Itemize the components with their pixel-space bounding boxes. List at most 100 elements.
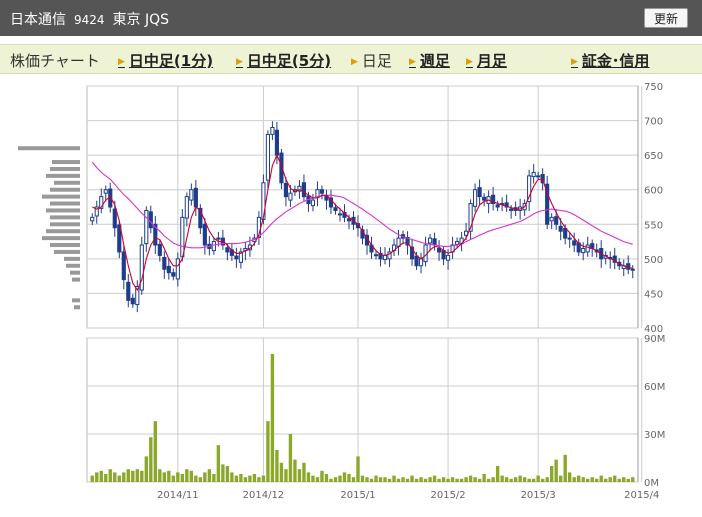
nav-intraday-5min[interactable]: ▶ 日中足(5分) <box>236 50 331 71</box>
candle-body <box>450 244 455 253</box>
volume-bar <box>441 477 446 482</box>
moving-average-long-line <box>91 161 633 249</box>
volume-bar <box>135 469 139 482</box>
volume-bar <box>626 478 630 482</box>
nav-intraday-5min-label: 日中足(5分) <box>246 52 332 70</box>
market-name: 東京 JQS <box>112 12 170 28</box>
volume-bar <box>586 478 590 482</box>
candle-body <box>540 174 545 184</box>
candle-body <box>387 251 392 260</box>
candle-body <box>175 258 180 280</box>
volume-bar <box>126 469 130 482</box>
volume-bar <box>225 466 230 482</box>
volume-tick-label: 60M <box>644 382 665 393</box>
x-tick-label: 2014/12 <box>243 490 285 501</box>
candle-body <box>130 297 135 305</box>
volume-bar <box>284 469 288 482</box>
volume-bar <box>338 475 342 482</box>
volume-bar <box>486 478 491 482</box>
volume-profile-bar <box>54 249 80 254</box>
volume-bar <box>248 475 252 482</box>
volume-bar <box>320 470 324 482</box>
volume-bar <box>554 459 558 482</box>
volume-bar <box>387 478 392 482</box>
volume-bar <box>482 474 486 482</box>
candle-body <box>436 247 442 253</box>
candle-body <box>274 129 279 156</box>
candle-body <box>455 241 460 245</box>
volume-bar <box>176 472 180 482</box>
volume-bar <box>189 470 194 482</box>
candle-body <box>567 237 572 240</box>
volume-bar <box>261 475 266 482</box>
volume-bar <box>117 475 121 482</box>
volume-bar <box>504 477 509 482</box>
volume-bar <box>239 474 243 482</box>
candle-body <box>94 206 99 217</box>
volume-bar <box>333 477 338 482</box>
candle-body <box>216 237 221 240</box>
volume-bar <box>329 478 333 482</box>
volume-bar <box>558 475 563 482</box>
candle-body <box>189 189 194 201</box>
candle-body <box>211 241 216 252</box>
volume-bar <box>230 472 234 482</box>
volume-bar <box>203 472 207 482</box>
candle-body <box>527 175 532 202</box>
volume-bar <box>464 477 468 482</box>
candle-body <box>279 152 284 184</box>
candle-body <box>288 192 293 201</box>
candle-body <box>153 223 158 246</box>
nav-intraday-1min-label: 日中足(1分) <box>128 52 214 70</box>
volume-profile-bar <box>54 180 80 185</box>
candle-body <box>157 243 162 256</box>
volume-bar <box>198 477 203 482</box>
candle-body <box>351 216 356 225</box>
candle-body <box>531 171 536 178</box>
candle-body <box>103 189 108 194</box>
volume-bar <box>324 474 329 482</box>
nav-margin-credit[interactable]: ▶ 証金･信用 <box>571 50 649 71</box>
candle-body <box>306 195 311 205</box>
price-tick-label: 750 <box>644 82 663 93</box>
volume-profile-bar <box>64 256 80 261</box>
candle-body <box>283 182 289 198</box>
volume-bar <box>149 437 153 482</box>
volume-bar <box>270 354 275 482</box>
volume-profile-bar <box>70 270 80 275</box>
chart-period-nav: 株価チャート ▶ 日中足(1分) ▶ 日中足(5分) ▶ 日足 ▶ 週足 ▶ 月足 ▶ 証金… <box>0 44 702 74</box>
volume-profile-bar <box>66 263 80 268</box>
candle-body <box>198 207 203 229</box>
arrow-right-icon: ▶ <box>118 57 125 67</box>
candle-body <box>117 224 122 253</box>
candle-body <box>382 254 388 261</box>
candle-body <box>427 237 433 244</box>
arrow-right-icon: ▶ <box>351 57 358 67</box>
candle-body <box>617 261 622 267</box>
volume-bar <box>392 475 396 482</box>
candle-body <box>220 237 225 246</box>
volume-profile-bar <box>72 298 80 303</box>
volume-bar <box>99 470 103 482</box>
volume-bar <box>171 475 176 482</box>
refresh-button[interactable]: 更新 <box>644 8 688 28</box>
volume-bar <box>288 434 293 482</box>
volume-plot-frame <box>86 337 639 483</box>
candle-body <box>337 213 343 216</box>
candle-body <box>252 237 257 243</box>
x-tick-label: 2015/3 <box>521 490 556 501</box>
nav-intraday-1min[interactable]: ▶ 日中足(1分) <box>118 50 213 71</box>
volume-bar <box>500 475 504 482</box>
volume-bar <box>410 475 414 482</box>
candle-body <box>477 187 482 198</box>
nav-monthly[interactable]: ▶ 月足 <box>466 50 507 71</box>
nav-weekly[interactable]: ▶ 週足 <box>409 50 450 71</box>
candle-body <box>590 243 595 249</box>
candle-body <box>369 244 374 253</box>
volume-bar <box>212 474 216 482</box>
candle-body <box>630 268 635 271</box>
volume-profile-bar <box>50 201 80 206</box>
volume-bar <box>522 477 527 482</box>
volume-bar <box>369 478 374 482</box>
candle-body <box>193 187 198 208</box>
